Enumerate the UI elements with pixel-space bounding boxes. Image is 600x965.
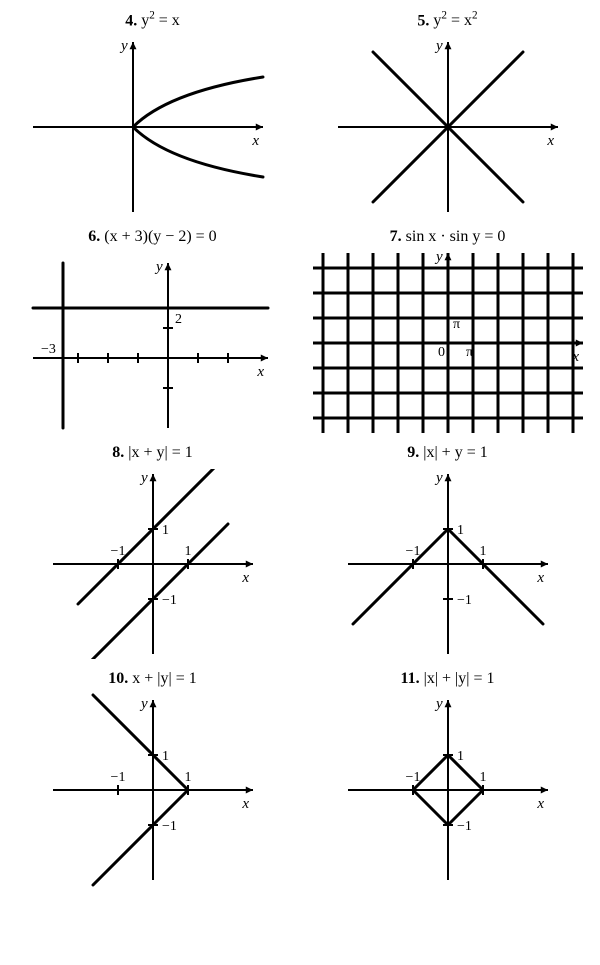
problem-p7: 7. sin x · sin y = 0xy0ππ <box>305 228 590 438</box>
svg-text:1: 1 <box>184 770 191 785</box>
problem-title: 9. |x| + y = 1 <box>407 444 487 462</box>
problem-p6: 6. (x + 3)(y − 2) = 0 x y 2 −3 <box>10 228 295 438</box>
svg-text:x: x <box>251 133 259 149</box>
svg-text:x: x <box>241 570 249 586</box>
svg-text:x: x <box>256 364 264 380</box>
problem-p11: 11. |x| + |y| = 1xy−111−1 <box>305 670 590 890</box>
svg-text:x: x <box>536 570 544 586</box>
svg-text:−1: −1 <box>457 819 472 834</box>
problem-title: 11. |x| + |y| = 1 <box>401 670 495 688</box>
svg-text:1: 1 <box>184 544 191 559</box>
svg-text:0: 0 <box>438 345 445 360</box>
problem-p5: 5. y2 = x2xy <box>305 10 590 222</box>
svg-text:1: 1 <box>457 523 464 538</box>
problem-title: 10. x + |y| = 1 <box>108 670 196 688</box>
plot-p11: xy−111−1 <box>333 690 563 890</box>
svg-text:x: x <box>536 796 544 812</box>
svg-text:π: π <box>466 345 473 360</box>
plot-p10: x y −1 11 −1 <box>38 690 268 890</box>
problem-title: 8. |x + y| = 1 <box>112 444 192 462</box>
plot-p7: xy0ππ <box>308 248 588 438</box>
svg-text:1: 1 <box>162 523 169 538</box>
plot-p9: xy−111−1 <box>333 464 563 664</box>
plot-p4: xy <box>23 32 283 222</box>
plot-p6: x y 2 −3 <box>23 248 283 438</box>
plot-p8: xy−111−1 <box>38 464 268 664</box>
svg-text:−1: −1 <box>162 593 177 608</box>
svg-text:y: y <box>119 38 128 54</box>
problem-p8: 8. |x + y| = 1xy−111−1 <box>10 444 295 664</box>
svg-text:y: y <box>434 38 443 54</box>
problem-p10: 10. x + |y| = 1 x y −1 11 −1 <box>10 670 295 890</box>
svg-text:−1: −1 <box>162 819 177 834</box>
svg-text:y: y <box>434 249 443 265</box>
problem-title: 5. y2 = x2 <box>417 10 477 30</box>
svg-text:−1: −1 <box>457 593 472 608</box>
svg-text:y: y <box>434 696 443 712</box>
problem-title: 7. sin x · sin y = 0 <box>390 228 506 246</box>
svg-text:1: 1 <box>479 770 486 785</box>
problem-title: 4. y2 = x <box>125 10 180 30</box>
problem-title: 6. (x + 3)(y − 2) = 0 <box>88 228 216 246</box>
svg-text:1: 1 <box>479 544 486 559</box>
svg-text:x: x <box>546 133 554 149</box>
svg-text:x: x <box>571 349 579 365</box>
svg-text:π: π <box>453 317 460 332</box>
problem-p4: 4. y2 = xxy <box>10 10 295 222</box>
svg-text:x: x <box>241 796 249 812</box>
svg-text:1: 1 <box>162 749 169 764</box>
svg-text:y: y <box>139 696 148 712</box>
svg-text:y: y <box>434 470 443 486</box>
problem-p9: 9. |x| + y = 1xy−111−1 <box>305 444 590 664</box>
svg-text:y: y <box>154 259 163 275</box>
plot-p5: xy <box>318 32 578 222</box>
problem-grid: 4. y2 = xxy5. y2 = x2xy6. (x + 3)(y − 2)… <box>10 10 590 890</box>
svg-text:y: y <box>139 470 148 486</box>
svg-text:1: 1 <box>457 749 464 764</box>
svg-text:2: 2 <box>175 312 182 327</box>
svg-text:−1: −1 <box>110 770 125 785</box>
svg-text:−3: −3 <box>41 342 56 357</box>
